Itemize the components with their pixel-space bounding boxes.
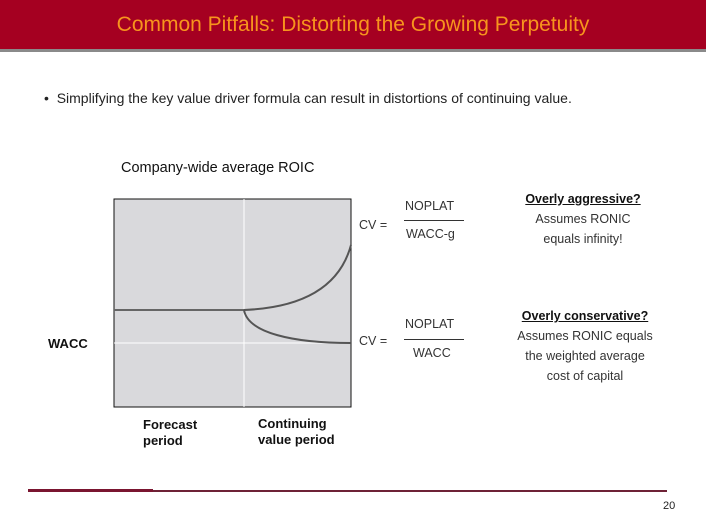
note-conservative: Overly conservative? Assumes RONIC equal… xyxy=(500,306,670,386)
roic-diagram xyxy=(113,198,352,408)
forecast-label-line: Forecast xyxy=(143,417,198,432)
forecast-label-line: period xyxy=(143,433,183,448)
forecast-period-label: Forecast period xyxy=(143,417,197,449)
continuing-label-line: value period xyxy=(258,432,335,447)
bullet-point: • Simplifying the key value driver formu… xyxy=(44,90,572,106)
page-number: 20 xyxy=(663,500,676,512)
note-line: Assumes RONIC equals xyxy=(517,329,653,343)
fraction-bar xyxy=(404,220,464,221)
note-line: Assumes RONIC xyxy=(535,212,631,226)
conservative-curve xyxy=(243,309,352,344)
footer-rule xyxy=(153,490,667,492)
note-line: cost of capital xyxy=(546,369,624,383)
aggressive-curve xyxy=(243,244,352,311)
y-axis-label: Company-wide average ROIC xyxy=(121,160,315,176)
fraction-bar xyxy=(404,339,464,340)
bullet-marker: • xyxy=(44,90,49,106)
continuing-period-label: Continuing value period xyxy=(258,416,335,448)
denominator-conservative: WACC xyxy=(413,346,451,360)
plot-area xyxy=(113,198,352,408)
title-bar: Common Pitfalls: Distorting the Growing … xyxy=(0,0,706,52)
cv-label-conservative: CV = xyxy=(359,334,388,348)
footer-rule-accent xyxy=(28,489,153,492)
cv-label-aggressive: CV = xyxy=(359,218,388,232)
bullet-text: Simplifying the key value driver formula… xyxy=(56,90,572,106)
numerator-aggressive: NOPLAT xyxy=(405,199,455,213)
note-heading: Overly conservative? xyxy=(521,309,649,323)
wacc-label: WACC xyxy=(48,336,88,351)
note-heading: Overly aggressive? xyxy=(525,192,641,206)
numerator-conservative: NOPLAT xyxy=(405,317,455,331)
note-line: equals infinity! xyxy=(543,232,623,246)
denominator-aggressive: WACC-g xyxy=(406,227,455,241)
note-line: the weighted average xyxy=(525,349,645,363)
slide-title: Common Pitfalls: Distorting the Growing … xyxy=(116,13,590,36)
note-aggressive: Overly aggressive? Assumes RONIC equals … xyxy=(500,189,666,249)
continuing-label-line: Continuing xyxy=(258,416,327,431)
